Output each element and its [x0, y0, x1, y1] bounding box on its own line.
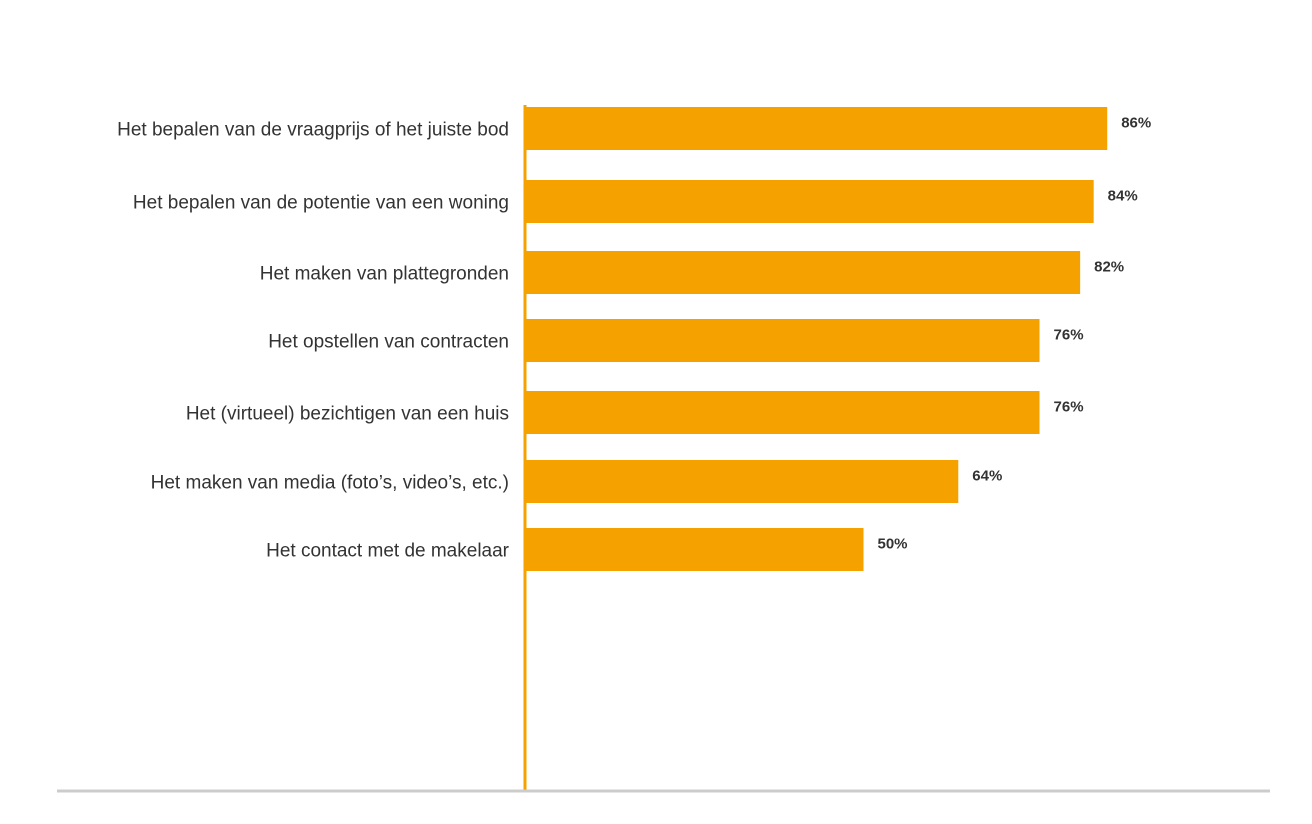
bar-6 [525, 460, 959, 503]
bar-5 [525, 391, 1040, 434]
bar-4 [525, 319, 1040, 362]
value-label-4: 76% [1054, 327, 1084, 344]
category-label-1: Het bepalen van de vraagprijs of het jui… [117, 120, 509, 141]
category-label-4: Het opstellen van contracten [268, 332, 509, 353]
bar-2 [525, 180, 1094, 223]
category-label-6: Het maken van media (foto’s, video’s, et… [151, 473, 509, 494]
value-label-7: 50% [878, 536, 908, 553]
bars-group [525, 107, 1108, 571]
value-label-3: 82% [1094, 259, 1124, 276]
category-label-5: Het (virtueel) bezichtigen van een huis [186, 404, 509, 425]
category-label-3: Het maken van plattegronden [260, 264, 509, 285]
category-labels: Het bepalen van de vraagprijs of het jui… [117, 120, 510, 562]
bar-7 [525, 528, 864, 571]
value-label-5: 76% [1054, 399, 1084, 416]
bar-1 [525, 107, 1108, 150]
category-label-2: Het bepalen van de potentie van een woni… [133, 193, 509, 214]
value-labels: 86% 84% 82% 76% 76% 64% 50% [878, 115, 1152, 553]
value-label-6: 64% [972, 468, 1002, 485]
category-label-7: Het contact met de makelaar [266, 541, 510, 562]
value-label-2: 84% [1108, 188, 1138, 205]
bar-3 [525, 251, 1081, 294]
value-label-1: 86% [1121, 115, 1151, 132]
